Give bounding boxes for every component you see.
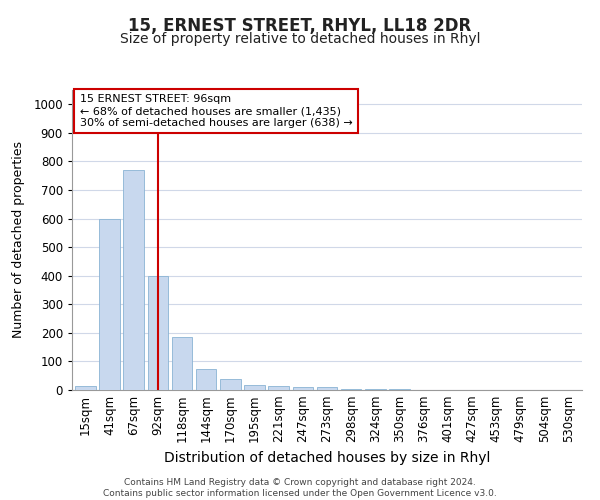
Bar — [196, 368, 217, 390]
Bar — [75, 386, 95, 390]
Bar — [293, 387, 313, 390]
Bar — [220, 379, 241, 390]
Bar — [148, 276, 168, 390]
Bar — [341, 388, 361, 390]
Bar — [268, 386, 289, 390]
X-axis label: Distribution of detached houses by size in Rhyl: Distribution of detached houses by size … — [164, 451, 490, 465]
Bar — [172, 337, 192, 390]
Text: 15, ERNEST STREET, RHYL, LL18 2DR: 15, ERNEST STREET, RHYL, LL18 2DR — [128, 18, 472, 36]
Y-axis label: Number of detached properties: Number of detached properties — [12, 142, 25, 338]
Text: 15 ERNEST STREET: 96sqm
← 68% of detached houses are smaller (1,435)
30% of semi: 15 ERNEST STREET: 96sqm ← 68% of detache… — [80, 94, 352, 128]
Text: Size of property relative to detached houses in Rhyl: Size of property relative to detached ho… — [120, 32, 480, 46]
Bar — [124, 170, 144, 390]
Bar — [317, 386, 337, 390]
Bar — [244, 385, 265, 390]
Text: Contains HM Land Registry data © Crown copyright and database right 2024.
Contai: Contains HM Land Registry data © Crown c… — [103, 478, 497, 498]
Bar — [365, 389, 386, 390]
Bar — [99, 218, 120, 390]
